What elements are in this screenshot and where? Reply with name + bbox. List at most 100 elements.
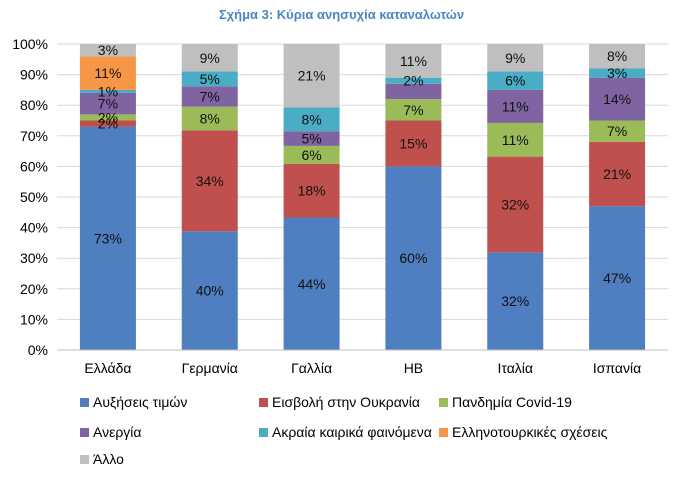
data-label: 34% [196,173,224,189]
x-tick-label: ΗΒ [404,360,423,376]
data-label: 3% [607,65,627,81]
bar-segment [487,89,544,123]
bar-segment [589,120,646,142]
y-tick-label: 10% [20,311,48,327]
data-label: 6% [505,73,525,89]
bar-segment [487,71,544,90]
legend-label: Ελληνοτουρκικές σχέσεις [452,424,608,440]
legend-label: Ακραία καιρικά φαινόμενα [272,424,432,440]
data-label: 32% [501,196,529,212]
bar-segment [589,68,646,78]
data-label: 2% [403,73,423,89]
legend-label: Ανεργία [93,424,142,440]
legend-label: Αυξήσεις τιμών [93,394,187,410]
data-label: 7% [200,88,220,104]
bar-segment [283,145,340,164]
data-label: 8% [200,111,220,127]
legend-label: Εισβολή στην Ουκρανία [272,394,420,410]
data-label: 14% [603,91,631,107]
x-tick-label: Ισπανία [593,360,641,376]
bar-segment [487,252,544,350]
legend-swatch [439,398,448,407]
data-label: 9% [200,50,220,66]
bar-segment [283,107,340,132]
data-label: 40% [196,283,224,299]
x-tick-label: Γαλλία [291,360,332,376]
y-tick-label: 90% [20,67,48,83]
legend-swatch [439,428,448,437]
y-tick-label: 100% [12,36,48,52]
bar-segment [487,44,544,72]
legend-swatch [80,398,89,407]
bar-segment [589,77,646,121]
y-tick-label: 50% [20,189,48,205]
bar-segment [385,44,442,78]
bar-segment [79,89,136,93]
legend-swatch [259,428,268,437]
bar-segment [181,231,238,350]
y-tick-label: 40% [20,220,48,236]
data-label: 11% [94,65,121,81]
data-label: 7% [98,96,118,112]
bar-segment [283,217,340,350]
legend-label: Πανδημία Covid-19 [452,394,572,410]
bar-segment [283,163,340,218]
y-tick-label: 30% [20,250,48,266]
bar-segment [385,77,442,84]
bar-segment [487,156,544,253]
data-label: 73% [94,230,122,246]
data-label: 32% [501,293,529,309]
bar-segment [181,44,238,72]
bar-segment [589,141,646,207]
legend-swatch [80,428,89,437]
data-label: 11% [400,53,427,69]
data-label: 3% [98,42,118,58]
data-label: 5% [301,131,321,147]
bar-segment [79,92,136,115]
bar-segment [181,71,238,87]
x-tick-label: Ιταλία [497,360,533,376]
bar-segment [589,44,646,69]
data-label: 21% [298,68,326,84]
bar-segment [79,114,136,121]
data-label: 2% [98,116,118,132]
x-tick-label: Γερμανία [182,360,238,376]
bar-segment [283,131,340,146]
bar-segment [385,99,442,121]
y-tick-label: 70% [20,128,48,144]
y-tick-label: 80% [20,97,48,113]
data-label: 1% [98,83,118,99]
data-label: 47% [603,270,631,286]
data-label: 18% [298,183,326,199]
bar-segment [589,206,646,350]
data-label: 5% [200,71,220,87]
data-label: 21% [603,166,631,182]
data-label: 15% [399,135,427,151]
bar-segment [181,106,238,131]
data-label: 8% [301,111,321,127]
data-label: 60% [399,250,427,266]
legend-swatch [259,398,268,407]
x-tick-label: Ελλάδα [84,360,131,376]
bar-segment [79,44,136,57]
bar-segment [181,130,238,232]
data-label: 8% [607,48,627,64]
data-label: 2% [98,109,118,125]
data-label: 44% [298,276,326,292]
bar-segment [79,126,136,351]
bar-segment [79,56,136,90]
data-label: 7% [403,102,423,118]
data-label: 6% [301,147,321,163]
bar-segment [79,120,136,127]
data-label: 9% [505,50,525,66]
legend-swatch [80,455,89,464]
y-tick-label: 0% [28,342,48,358]
bar-segment [487,122,544,157]
data-label: 11% [502,98,529,114]
bar-segment [385,83,442,100]
bar-segment [283,44,340,108]
y-tick-label: 20% [20,281,48,297]
data-label: 7% [607,123,627,139]
